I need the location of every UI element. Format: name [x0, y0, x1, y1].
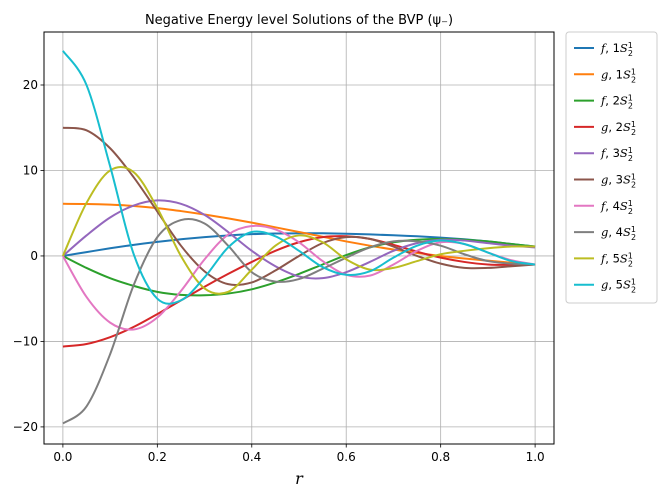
x-tick-label: 0.6: [337, 450, 356, 464]
legend-entry: g, 5S1 2: [574, 278, 636, 295]
x-axis-label: r: [295, 469, 304, 488]
x-tick-label: 0.2: [148, 450, 167, 464]
series-line-f-5s: [61, 166, 536, 295]
legend-entry: g, 3S1 2: [574, 173, 636, 190]
legend-label: g, 3S1 2: [601, 173, 636, 190]
series-line-g-3s: [62, 126, 536, 287]
series-line-f-3s: [62, 199, 536, 280]
legend: f, 1S1 2 g, 1S1 2 f, 2S1 2 g, 2S1 2 f, 3S1 2 g, 3S…: [565, 31, 658, 304]
legend-label: f, 3S1 2: [600, 146, 633, 163]
y-tick-label: 0: [30, 249, 38, 263]
y-tick-label: 20: [23, 78, 38, 92]
x-tick-label: 0.4: [242, 450, 261, 464]
legend-entry: g, 1S1 2: [574, 67, 636, 84]
series-line-g-1s: [62, 202, 536, 266]
x-tick-label: 0.0: [53, 450, 72, 464]
x-tick-label: 1.0: [526, 450, 545, 464]
legend-entry: f, 3S1 2: [574, 146, 633, 163]
legend-label: f, 4S1 2: [600, 199, 633, 216]
legend-label: g, 2S1 2: [601, 120, 636, 137]
legend-label: g, 5S1 2: [601, 278, 636, 295]
series-line-g-5s: [62, 50, 536, 305]
legend-label: f, 2S1 2: [600, 94, 633, 111]
legend-label: g, 4S1 2: [601, 225, 636, 242]
y-tick-label: −20: [13, 420, 38, 434]
legend-entry: f, 5S1 2: [574, 251, 633, 268]
grid: [44, 32, 554, 444]
legend-entry: g, 4S1 2: [574, 225, 636, 242]
legend-label: g, 1S1 2: [601, 67, 636, 84]
chart-title: Negative Energy level Solutions of the B…: [145, 13, 453, 28]
legend-entry: g, 2S1 2: [574, 120, 636, 137]
legend-entry: f, 1S1 2: [574, 41, 633, 58]
plot-frame: [43, 31, 555, 445]
legend-label: f, 5S1 2: [600, 251, 633, 268]
series-layer: [61, 50, 536, 425]
y-tick-label: −10: [13, 334, 38, 348]
y-tick-label: 10: [23, 163, 38, 177]
legend-label: f, 1S1 2: [600, 41, 633, 58]
x-tick-label: 0.8: [431, 450, 450, 464]
axis-ticks: 0.0 0.2 0.4 0.6 0.8 1.0 −20 −10 0 10 20: [13, 78, 545, 464]
legend-entry: f, 2S1 2: [574, 94, 633, 111]
legend-entry: f, 4S1 2: [574, 199, 633, 216]
